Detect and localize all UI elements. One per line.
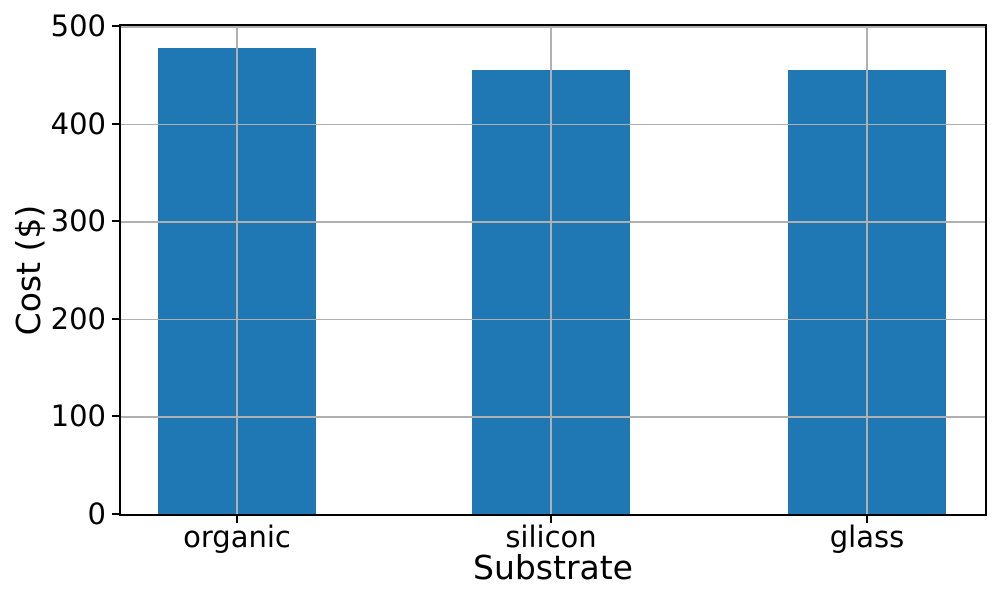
gridline-y-300 [121, 221, 985, 223]
y-tick-mark-400 [112, 122, 119, 125]
y-tick-mark-0 [112, 513, 119, 515]
x-tick-label-silicon: silicon [505, 520, 597, 554]
y-tick-mark-300 [112, 220, 119, 223]
y-tick-label-300: 300 [50, 204, 106, 239]
y-tick-label-400: 400 [50, 106, 106, 141]
y-tick-label-0: 0 [87, 497, 106, 531]
gridline-y-200 [121, 318, 985, 321]
y-tick-mark-500 [112, 25, 119, 27]
gridline-y-100 [121, 416, 985, 418]
y-axis-label: Cost ($) [9, 204, 48, 336]
y-tick-mark-200 [112, 317, 119, 320]
plot-area [119, 24, 987, 516]
gridline-y-500 [121, 26, 985, 28]
x-tick-mark-glass [866, 516, 868, 523]
y-tick-label-200: 200 [50, 301, 106, 336]
x-tick-mark-silicon [550, 516, 552, 523]
x-tick-label-glass: glass [829, 520, 905, 554]
y-tick-mark-100 [112, 415, 119, 418]
y-tick-label-500: 500 [50, 9, 106, 43]
gridline-x-glass [866, 26, 868, 514]
y-tick-label-100: 100 [50, 399, 106, 434]
x-tick-label-organic: organic [183, 520, 291, 554]
gridline-x-organic [236, 26, 238, 514]
x-tick-mark-organic [236, 516, 238, 523]
gridline-x-silicon [550, 26, 552, 514]
x-axis-label: Substrate [473, 548, 633, 587]
gridline-y-400 [121, 123, 985, 126]
